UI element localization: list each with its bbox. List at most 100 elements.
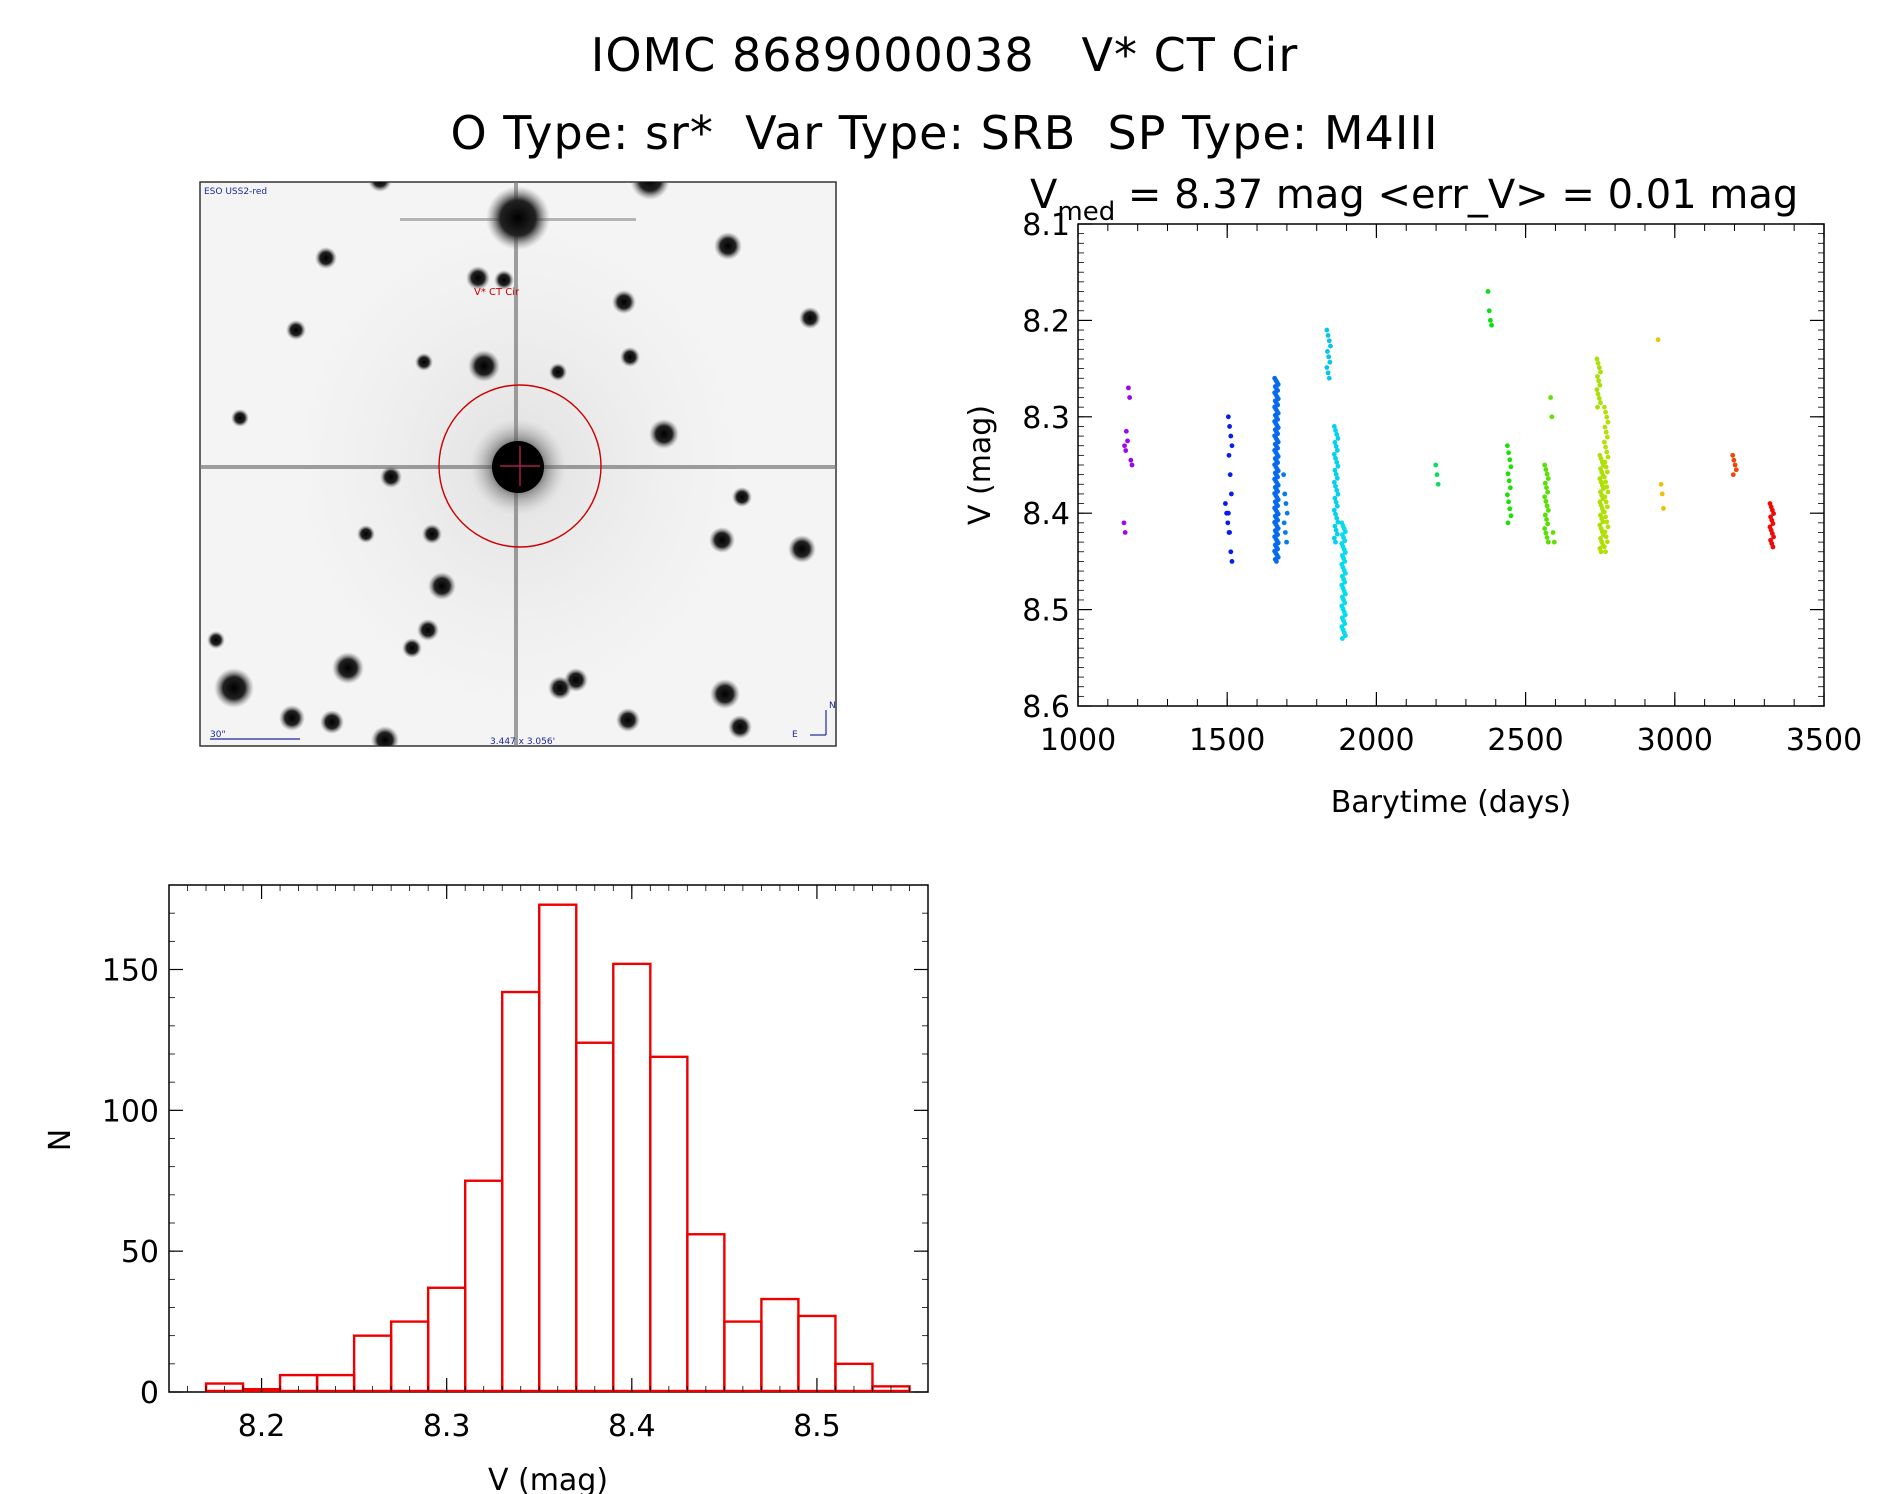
lc-point-139 xyxy=(1331,451,1337,457)
lc-point-285 xyxy=(1601,404,1607,410)
lc-point-225 xyxy=(1542,480,1548,486)
lc-point-317 xyxy=(1659,491,1665,497)
lc-point-226 xyxy=(1544,485,1549,491)
lc-point-120 xyxy=(1282,530,1288,535)
lc-point-215 xyxy=(1507,485,1513,491)
lc-point-131 xyxy=(1326,375,1332,381)
hist-bar-7 xyxy=(463,1179,504,1393)
lc-point-196 xyxy=(1342,621,1348,627)
star-26 xyxy=(214,668,254,708)
lc-point-21 xyxy=(1225,510,1231,516)
star-30 xyxy=(320,710,344,734)
lc-point-294 xyxy=(1604,449,1610,455)
target-circle xyxy=(438,384,602,548)
lc-point-318 xyxy=(1661,505,1666,511)
lc-point-147 xyxy=(1333,483,1338,489)
star-20 xyxy=(788,535,816,563)
lc-point-141 xyxy=(1334,459,1340,465)
hist-bar-5 xyxy=(389,1320,430,1393)
lc-point-284 xyxy=(1598,549,1604,555)
lc-point-24 xyxy=(1229,559,1235,564)
lc-point-146 xyxy=(1331,479,1337,485)
survey-label: ESO USS2-red xyxy=(204,187,267,197)
lc-point-251 xyxy=(1595,391,1601,397)
lc-point-205 xyxy=(1485,289,1491,294)
lc-point-237 xyxy=(1544,535,1550,540)
lc-point-115 xyxy=(1281,472,1286,478)
lc-point-286 xyxy=(1603,409,1608,415)
lc-point-238 xyxy=(1545,539,1551,545)
lc-point-305 xyxy=(1604,504,1610,510)
star-17 xyxy=(422,524,442,544)
hist-xtick-label-1: 8.3 xyxy=(423,1409,471,1444)
lc-point-1 xyxy=(1122,530,1128,535)
hist-bar-14 xyxy=(723,1320,763,1393)
star-9 xyxy=(468,350,500,382)
lc-point-211 xyxy=(1507,457,1513,463)
lc-point-8 xyxy=(1128,457,1134,463)
lc-point-322 xyxy=(1733,467,1739,473)
lc-point-2 xyxy=(1123,428,1129,434)
lc-point-201 xyxy=(1339,636,1345,641)
lc-point-319 xyxy=(1730,452,1736,458)
lc-point-19 xyxy=(1227,472,1233,478)
star-34 xyxy=(207,631,225,649)
lc-xtick-label-3: 2500 xyxy=(1487,723,1563,758)
lc-point-207 xyxy=(1487,318,1493,323)
lc-ytick-label-5: 8.6 xyxy=(1022,690,1070,725)
lc-point-15 xyxy=(1227,424,1232,429)
star-31 xyxy=(728,715,752,739)
lc-point-168 xyxy=(1342,538,1348,544)
lc-point-249 xyxy=(1597,382,1603,388)
lc-point-248 xyxy=(1596,378,1602,384)
lc-point-242 xyxy=(1551,539,1557,545)
star-3 xyxy=(315,247,337,269)
lc-ylabel: V (mag) xyxy=(963,405,998,525)
lc-point-5 xyxy=(1123,448,1129,453)
lc-point-160 xyxy=(1331,535,1337,541)
lc-point-303 xyxy=(1602,494,1608,500)
lc-point-200 xyxy=(1342,633,1348,638)
star-33 xyxy=(371,726,399,746)
hist-bar-12 xyxy=(649,1055,689,1393)
hist-ytick-label-3: 150 xyxy=(102,954,159,989)
chart-title-line2: O Type: sr* Var Type: SRB SP Type: M4III xyxy=(450,106,1439,160)
lc-point-10 xyxy=(1223,501,1228,506)
hist-bar-13 xyxy=(686,1233,726,1393)
hist-bar-4 xyxy=(352,1334,393,1393)
lc-point-313 xyxy=(1601,544,1607,550)
lc-point-117 xyxy=(1283,501,1289,506)
lc-point-298 xyxy=(1604,469,1610,475)
lc-point-189 xyxy=(1342,600,1348,606)
lc-point-240 xyxy=(1549,414,1555,420)
lc-point-116 xyxy=(1282,491,1288,497)
lc-point-114 xyxy=(1274,559,1279,564)
star-28 xyxy=(710,679,740,709)
star-23 xyxy=(402,638,422,658)
lc-point-218 xyxy=(1507,506,1513,512)
lc-point-149 xyxy=(1335,491,1341,497)
lc-point-143 xyxy=(1332,467,1338,473)
lc-point-252 xyxy=(1596,395,1602,401)
lc-point-246 xyxy=(1598,369,1603,375)
lc-point-6 xyxy=(1126,385,1131,391)
lc-point-288 xyxy=(1605,419,1611,425)
lc-point-175 xyxy=(1342,559,1348,564)
lc-point-214 xyxy=(1506,478,1512,484)
chart-title-line1: IOMC 8689000038 V* CT Cir xyxy=(590,28,1299,82)
lc-point-222 xyxy=(1543,467,1549,472)
star-13 xyxy=(649,419,679,449)
lc-point-233 xyxy=(1544,517,1549,522)
hist-bar-15 xyxy=(760,1297,800,1393)
lc-point-135 xyxy=(1335,436,1341,441)
lc-point-253 xyxy=(1598,400,1603,406)
lc-axes: 1000 1500 2000 2500 3000 3500 8.1 8.2 8.3 8.4 8.5 8… xyxy=(1022,208,1862,758)
star-14 xyxy=(231,409,249,427)
lc-point-130 xyxy=(1325,370,1331,376)
lc-point-250 xyxy=(1594,387,1600,393)
star-29 xyxy=(279,705,305,731)
lc-point-161 xyxy=(1333,539,1338,545)
lc-ytick-label-3: 8.4 xyxy=(1022,497,1070,532)
lc-point-23 xyxy=(1228,549,1234,555)
